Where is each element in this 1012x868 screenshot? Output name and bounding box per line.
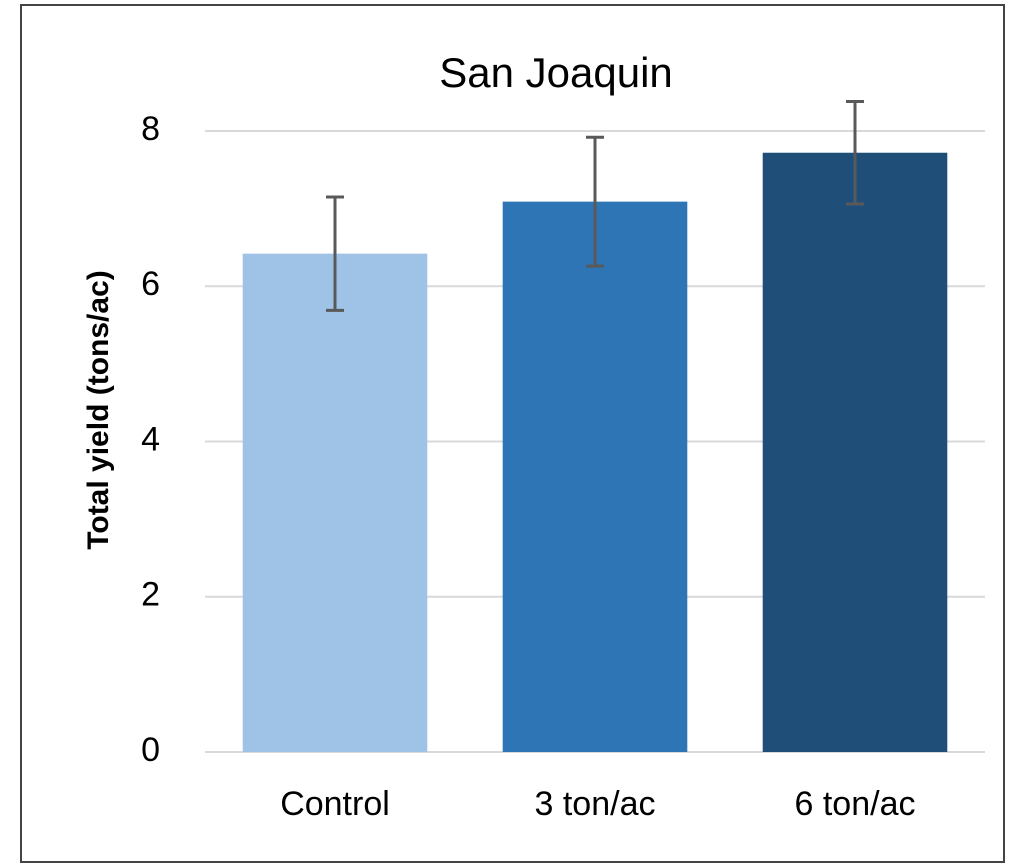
error-bar — [846, 100, 864, 206]
bar — [762, 152, 948, 753]
x-tick-label: 3 ton/ac — [535, 785, 656, 823]
bar — [502, 201, 688, 753]
y-tick-label: 6 — [141, 265, 160, 303]
y-tick-label: 2 — [141, 576, 160, 614]
x-tick-label: 6 ton/ac — [795, 785, 916, 823]
chart-title: San Joaquin — [439, 49, 673, 96]
error-bar — [326, 195, 344, 312]
x-tick-label: Control — [280, 785, 390, 823]
error-bar — [586, 135, 604, 268]
y-axis-label: Total yield (tons/ac) — [82, 270, 115, 549]
y-tick-label: 4 — [141, 420, 160, 458]
y-tick-label: 8 — [141, 110, 160, 148]
y-tick-label: 0 — [141, 731, 160, 769]
bar — [242, 253, 428, 752]
